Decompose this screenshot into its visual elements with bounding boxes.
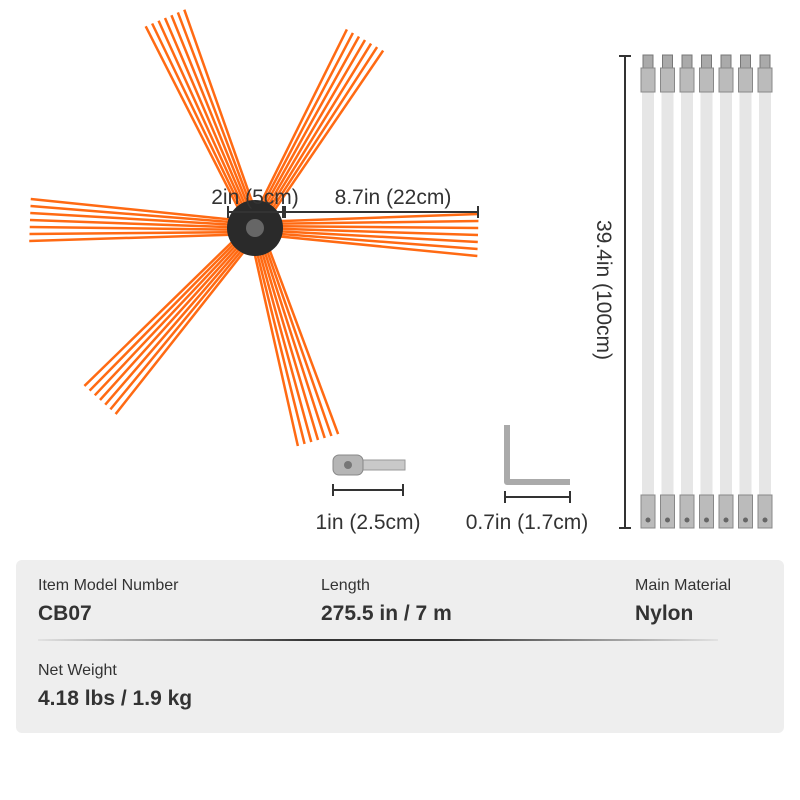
bristle	[255, 212, 479, 224]
weight-label: Net Weight	[38, 662, 117, 679]
bristle	[88, 224, 253, 392]
hub-diameter-label: 2in (5cm)	[211, 186, 299, 209]
bristle	[257, 226, 333, 437]
bristle	[250, 32, 355, 227]
bristle-dimension-line	[284, 206, 479, 218]
model-value: CB07	[38, 602, 92, 625]
connector-dimension-line	[332, 484, 404, 496]
bristle	[254, 226, 479, 237]
bristle	[30, 204, 256, 226]
wrench-dimension-line	[504, 491, 571, 503]
rod-dimension-line	[619, 55, 631, 529]
hub-socket	[246, 219, 264, 237]
bristle-cluster	[248, 225, 340, 447]
bristle	[114, 231, 261, 415]
bristle	[151, 22, 253, 231]
product-illustration	[29, 9, 773, 529]
bristle	[109, 229, 259, 411]
bristle	[248, 28, 348, 226]
bristle	[30, 197, 256, 224]
bristle	[254, 232, 478, 258]
bristle-cluster	[29, 197, 256, 243]
bristle	[255, 224, 479, 230]
bristle	[259, 49, 385, 232]
material-label: Main Material	[635, 577, 732, 594]
bristle	[183, 9, 262, 227]
bristle	[29, 232, 255, 243]
bristle	[249, 228, 306, 445]
bristle	[29, 230, 255, 236]
bristle	[99, 227, 256, 401]
bristle	[29, 225, 255, 232]
weight-value: 4.18 lbs / 1.9 kg	[38, 687, 193, 710]
rod	[757, 54, 773, 529]
bristle	[163, 17, 257, 229]
bristle	[170, 14, 258, 228]
bristle	[93, 225, 255, 397]
bristle	[30, 211, 256, 228]
rod	[660, 54, 675, 529]
bristle	[259, 225, 340, 435]
bristle	[253, 39, 367, 229]
bristle	[157, 20, 255, 230]
bristle	[255, 42, 373, 230]
extension-rods	[640, 54, 773, 529]
material-value: Nylon	[635, 602, 694, 625]
bristle	[254, 230, 478, 251]
divider	[38, 639, 718, 641]
model-label: Item Model Number	[38, 577, 179, 594]
bristle-cluster	[248, 28, 385, 232]
bristle	[176, 12, 260, 227]
chimney-brush-head	[29, 9, 479, 447]
bristle	[257, 46, 379, 231]
spec-panel: Item Model Number CB07 Length 275.5 in /…	[16, 560, 784, 733]
connector-part	[332, 454, 406, 476]
bristle	[144, 25, 251, 231]
bristle	[252, 35, 361, 228]
bristle	[255, 227, 326, 439]
rod	[679, 54, 695, 529]
rod-length-label: 39.4in (100cm)	[592, 219, 615, 361]
bristle-cluster	[83, 223, 261, 415]
bristle	[251, 228, 313, 443]
bristle	[254, 228, 478, 244]
connector-length-label: 1in (2.5cm)	[315, 511, 421, 534]
bristle	[104, 228, 258, 406]
bristle	[253, 227, 320, 441]
bristle-cluster	[144, 9, 262, 231]
bristle-length-label: 8.7in (22cm)	[334, 186, 452, 209]
allen-wrench	[504, 425, 570, 485]
rod	[718, 54, 734, 529]
hub-dimension-line	[227, 206, 284, 218]
rod	[699, 54, 714, 529]
bristle-cluster	[254, 212, 479, 258]
bristle	[83, 223, 252, 387]
rod	[640, 54, 656, 529]
bristle	[29, 218, 256, 230]
length-label: Length	[321, 577, 370, 594]
rod	[738, 54, 753, 529]
bristle	[255, 219, 479, 226]
length-value: 275.5 in / 7 m	[321, 602, 452, 625]
wrench-length-label: 0.7in (1.7cm)	[465, 511, 589, 534]
bristle	[248, 229, 300, 447]
